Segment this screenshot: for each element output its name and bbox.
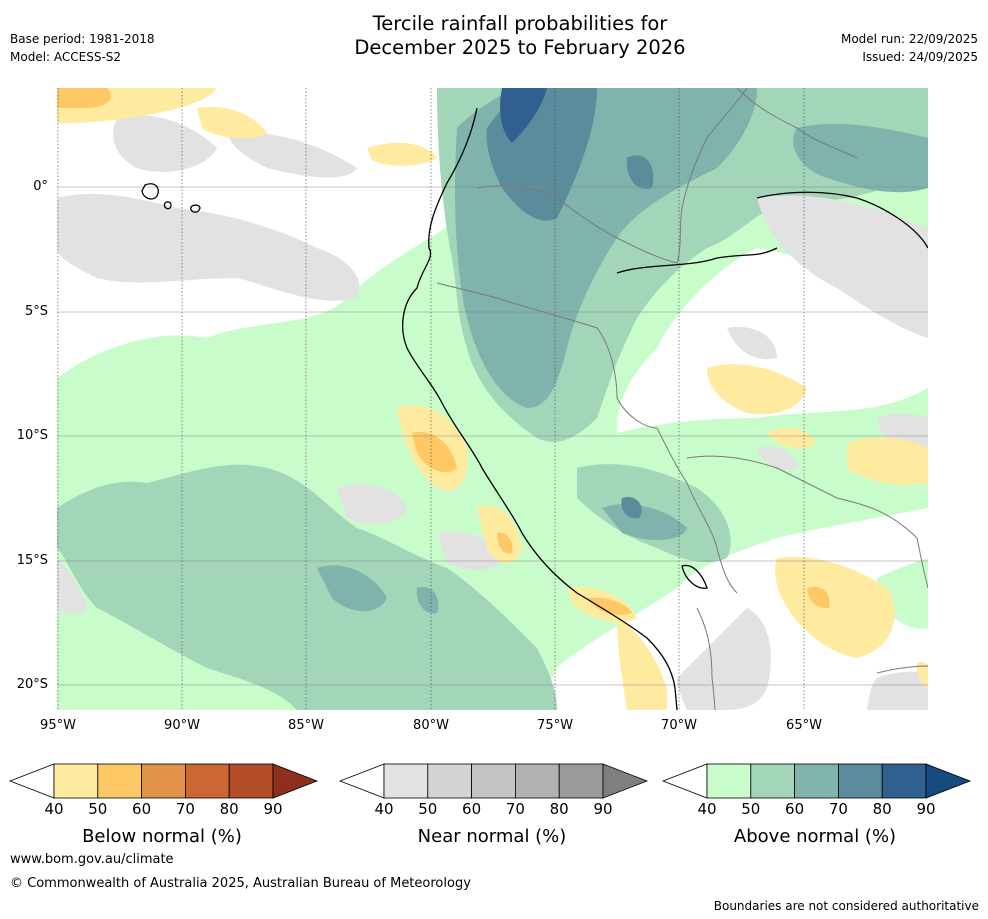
lat-label-10s: 10°S — [16, 428, 48, 443]
below-colorbar-segment-2 — [97, 763, 143, 799]
below-colorbar-segment-5 — [228, 763, 274, 799]
country-boundaries — [436, 88, 928, 710]
below-colorbar-segment-1 — [53, 763, 99, 799]
coastline — [141, 107, 928, 710]
disclaimer-text: Boundaries are not considered authoritat… — [713, 899, 979, 913]
near-colorbar-tick-80: 80 — [549, 800, 569, 818]
above-colorbar-segment-5 — [881, 763, 927, 799]
above-normal-legend-title: Above normal (%) — [733, 826, 897, 847]
above-colorbar-tick-80: 80 — [872, 800, 892, 818]
model-run: Model run: 22/09/2025 — [840, 32, 978, 46]
near-colorbar-tick-60: 60 — [462, 800, 482, 818]
near-colorbar-segment-5 — [558, 763, 604, 799]
lon-label-95w: 95°W — [40, 718, 76, 733]
below-colorbar-tick-50: 50 — [88, 800, 108, 818]
near-colorbar-tick-90: 90 — [593, 800, 613, 818]
above-colorbar-segment-4 — [838, 763, 883, 799]
below-colorbar-segment-3 — [141, 763, 186, 799]
above-colorbar-max-extension — [925, 763, 972, 799]
lon-label-90w: 90°W — [164, 718, 200, 733]
copyright-text: © Commonwealth of Australia 2025, Austra… — [10, 876, 471, 891]
above-colorbar-min-extension — [661, 763, 708, 799]
rainfall-map — [57, 88, 928, 710]
above-colorbar-tick-90: 90 — [916, 800, 936, 818]
meta-left: Base period: 1981-2018 Model: ACCESS-S2 — [10, 30, 155, 66]
above-colorbar-tick-60: 60 — [785, 800, 805, 818]
near-colorbar-segment-4 — [515, 763, 560, 799]
lon-label-65w: 65°W — [786, 718, 822, 733]
colorbars — [8, 763, 972, 799]
issued-date: Issued: 24/09/2025 — [862, 50, 978, 64]
below-colorbar-segment-4 — [184, 763, 230, 799]
base-period: Base period: 1981-2018 — [10, 32, 155, 46]
above-colorbar-segment-1 — [706, 763, 752, 799]
website-link[interactable]: www.bom.gov.au/climate — [10, 852, 174, 867]
chart-title: Tercile rainfall probabilities for Decem… — [0, 12, 988, 60]
below-colorbar-tick-40: 40 — [44, 800, 64, 818]
below-colorbar-tick-70: 70 — [175, 800, 195, 818]
colorbar-above-normal — [661, 763, 972, 799]
below-normal-legend-title: Below normal (%) — [82, 826, 242, 847]
lat-label-5s: 5°S — [24, 304, 48, 319]
above-colorbar-segment-3 — [794, 763, 839, 799]
below-colorbar-min-extension — [8, 763, 55, 799]
gridlines — [57, 88, 928, 710]
near-normal-region — [57, 115, 928, 710]
colorbar-below-normal — [8, 763, 319, 799]
below-colorbar-max-extension — [272, 763, 319, 799]
above-colorbar-tick-70: 70 — [828, 800, 848, 818]
above-colorbar-segment-2 — [750, 763, 795, 799]
lat-label-15s: 15°S — [16, 553, 48, 568]
colorbar-near-normal — [338, 763, 649, 799]
near-colorbar-max-extension — [602, 763, 649, 799]
near-colorbar-segment-3 — [471, 763, 516, 799]
lat-label-0: 0° — [33, 179, 48, 194]
above-colorbar-tick-50: 50 — [741, 800, 761, 818]
title-line-1: Tercile rainfall probabilities for — [372, 12, 668, 35]
lon-label-85w: 85°W — [288, 718, 324, 733]
above-normal-80-90-region — [500, 88, 547, 143]
meta-right: Model run: 22/09/2025 Issued: 24/09/2025 — [841, 30, 978, 66]
lat-label-20s: 20°S — [16, 677, 48, 692]
above-colorbar-tick-40: 40 — [697, 800, 717, 818]
below-normal-50-60-region — [57, 88, 830, 615]
near-normal-legend-title: Near normal (%) — [417, 826, 567, 847]
near-colorbar-segment-1 — [383, 763, 429, 799]
near-colorbar-min-extension — [338, 763, 385, 799]
lon-label-80w: 80°W — [413, 718, 449, 733]
near-colorbar-tick-70: 70 — [505, 800, 525, 818]
near-colorbar-tick-40: 40 — [374, 800, 394, 818]
below-colorbar-tick-80: 80 — [219, 800, 239, 818]
lon-label-70w: 70°W — [661, 718, 697, 733]
below-colorbar-tick-90: 90 — [263, 800, 283, 818]
near-colorbar-segment-2 — [427, 763, 472, 799]
model-name: Model: ACCESS-S2 — [10, 50, 122, 64]
title-line-2: December 2025 to February 2026 — [354, 36, 686, 59]
near-colorbar-tick-50: 50 — [418, 800, 438, 818]
lon-label-75w: 75°W — [537, 718, 573, 733]
below-colorbar-tick-60: 60 — [132, 800, 152, 818]
